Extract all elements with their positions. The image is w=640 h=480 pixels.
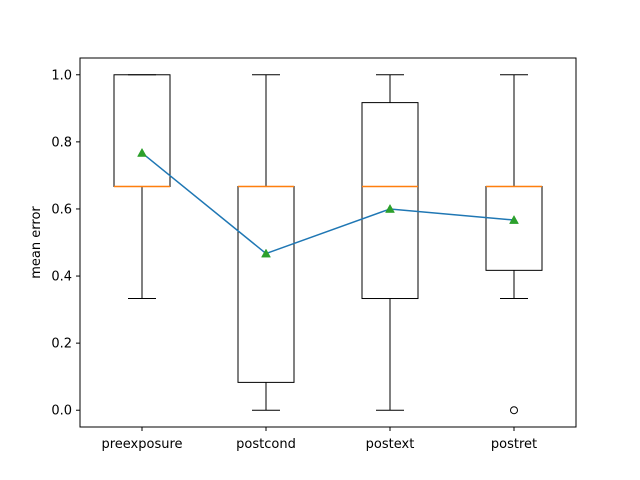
- y-tick-label: 0.8: [51, 135, 72, 150]
- axes-frame: [79, 57, 577, 428]
- box-postext: [361, 74, 419, 411]
- x-tick-label: preexposure: [101, 437, 182, 452]
- y-axis: 0.0 0.2 0.4 0.6 0.8 1.0: [51, 68, 80, 419]
- mean-marker: [261, 248, 271, 258]
- x-tick-label: postret: [491, 437, 537, 452]
- y-tick-label: 0.4: [51, 270, 72, 285]
- mean-marker: [137, 147, 147, 157]
- plot-area: [113, 74, 543, 415]
- y-axis-label: mean error: [29, 206, 44, 279]
- y-tick-label: 0.6: [51, 202, 72, 217]
- y-tick-label: 1.0: [51, 68, 72, 83]
- box-body: [361, 102, 419, 300]
- outlier-point: [510, 406, 518, 415]
- x-tick-label: postext: [366, 437, 415, 452]
- mean-line: [141, 152, 515, 255]
- x-axis: preexposure postcond postext postret: [101, 427, 537, 452]
- y-tick-label: 0.2: [51, 337, 72, 352]
- x-tick-label: postcond: [236, 437, 296, 452]
- box-postret: [485, 74, 543, 415]
- box-postcond: [237, 74, 295, 411]
- box-preexposure: [113, 74, 171, 300]
- mean-marker: [509, 215, 519, 224]
- mean-marker: [385, 203, 395, 213]
- y-tick-label: 0.0: [51, 404, 72, 419]
